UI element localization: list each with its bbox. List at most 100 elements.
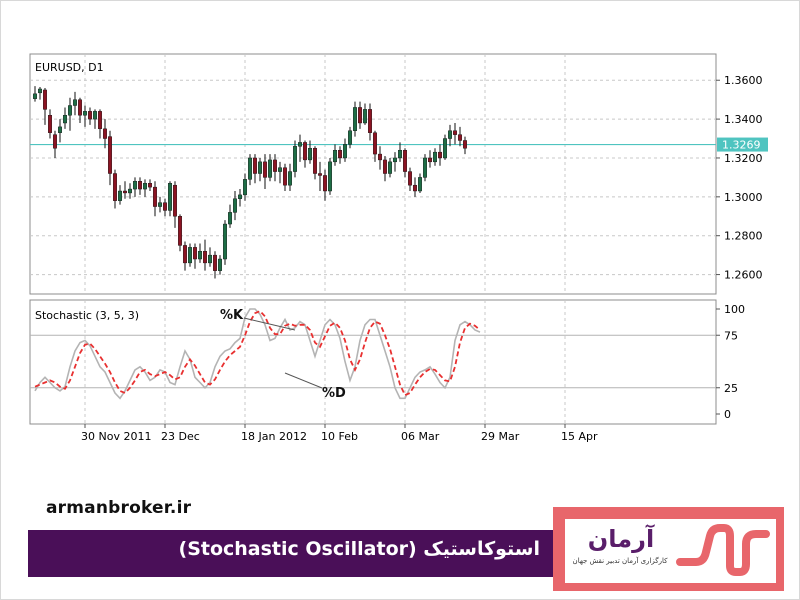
candle	[63, 107, 68, 129]
candle-body	[177, 216, 182, 246]
candle-body	[443, 138, 448, 159]
candle	[353, 101, 358, 137]
candle	[343, 138, 348, 162]
main-y-axis: 1.3600 1.3400 1.3200 1.3000 1.2800 1.2600	[716, 74, 763, 282]
candle-body	[363, 109, 368, 124]
candle-body	[247, 157, 252, 180]
candle-body	[53, 134, 58, 149]
stochastic-y-tick-label: 0	[724, 408, 731, 421]
candle	[152, 181, 157, 217]
candle-body	[112, 173, 117, 201]
candle-body	[378, 153, 383, 161]
candle-body	[268, 159, 273, 178]
candle-body	[343, 144, 348, 159]
candle-body	[72, 99, 77, 106]
candle-body	[167, 183, 172, 211]
candle-body	[283, 167, 288, 186]
candle-body	[408, 171, 413, 186]
candle	[378, 146, 383, 170]
candle-body	[77, 99, 82, 116]
candle-body	[127, 188, 132, 194]
stochastic-y-tick-label: 100	[724, 303, 745, 316]
candle	[92, 109, 97, 129]
candle-body	[293, 146, 298, 172]
candle	[418, 173, 423, 193]
candle-body	[453, 130, 458, 135]
candle	[182, 241, 187, 271]
site-url[interactable]: armanbroker.ir	[46, 498, 192, 518]
candle-body	[117, 190, 122, 201]
series-%D	[34, 310, 481, 397]
candle	[423, 154, 428, 182]
candle	[373, 130, 378, 162]
candle-body	[358, 107, 363, 124]
candle	[318, 161, 323, 192]
candle-body	[308, 148, 313, 161]
candle-body	[58, 126, 63, 133]
candle	[363, 103, 368, 125]
candle	[328, 157, 333, 195]
candle	[298, 134, 303, 162]
stochastic-panel: Stochastic (3, 5, 3) 100 75 25 0 %K %D	[29, 299, 745, 425]
candle	[338, 146, 343, 164]
candle	[463, 136, 468, 155]
candle	[227, 204, 232, 228]
candle	[147, 179, 152, 192]
candle-body	[328, 161, 333, 192]
candle	[263, 154, 268, 190]
candle-body	[43, 89, 48, 110]
candle	[38, 87, 43, 100]
candle	[283, 163, 288, 192]
d-annotation: %D	[284, 372, 346, 401]
candle	[137, 177, 142, 195]
candle	[393, 152, 398, 172]
candle-body	[132, 181, 137, 190]
candle	[368, 103, 373, 141]
candle	[58, 119, 63, 143]
candle	[112, 169, 117, 209]
main-y-tick-label: 1.3200	[724, 152, 763, 165]
candle-body	[333, 149, 338, 163]
stochastic-y-tick-label: 75	[724, 329, 738, 342]
candle-body	[428, 157, 433, 163]
candle-body	[102, 128, 107, 139]
current-price-label: 1.3269	[722, 139, 761, 152]
k-annotation: %K	[220, 308, 296, 331]
candle-body	[353, 107, 358, 131]
candle	[388, 157, 393, 178]
candle-body	[252, 157, 257, 174]
candle	[408, 167, 413, 192]
candle	[348, 126, 353, 149]
candle	[433, 148, 438, 166]
k-annotation-label: %K	[220, 308, 244, 323]
candle	[303, 140, 308, 168]
candle	[202, 239, 207, 271]
candle-body	[122, 190, 127, 194]
candle	[237, 189, 242, 207]
candle-body	[157, 202, 162, 207]
candle	[102, 119, 107, 149]
candle	[117, 185, 122, 205]
candle	[162, 198, 167, 217]
candle-body	[393, 157, 398, 163]
candle-body	[142, 183, 147, 190]
main-y-tick-label: 1.2800	[724, 230, 763, 243]
k-pointer-line	[243, 317, 296, 331]
candle	[157, 196, 162, 213]
candle-body	[197, 251, 202, 260]
candle-body	[33, 93, 38, 99]
candle	[97, 109, 102, 139]
title-banner	[28, 530, 556, 577]
x-tick-label: 06 Mar	[401, 430, 440, 443]
candle-body	[403, 149, 408, 172]
main-y-tick-label: 1.3600	[724, 74, 763, 87]
candle	[87, 107, 92, 125]
candle-body	[202, 251, 207, 264]
main-y-tick-label: 1.3400	[724, 113, 763, 126]
candle	[268, 154, 273, 182]
candle-body	[433, 151, 438, 163]
stochastic-title: Stochastic (3, 5, 3)	[35, 309, 139, 322]
candle-body	[217, 258, 222, 271]
candle-body	[172, 184, 177, 217]
